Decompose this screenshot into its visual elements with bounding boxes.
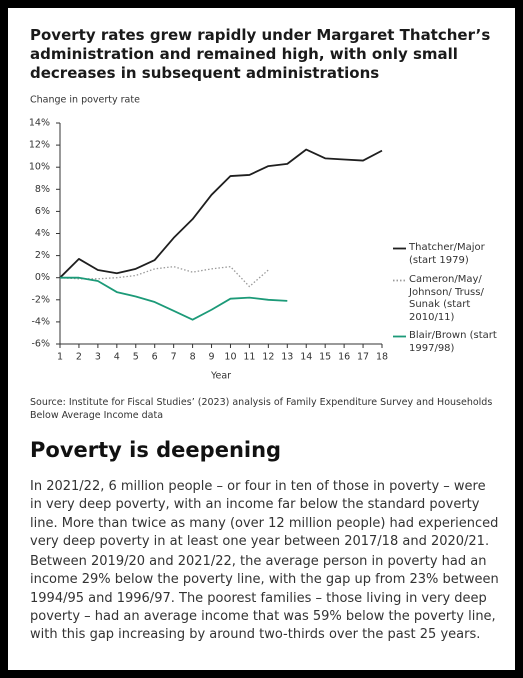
paragraph: Between 2019/20 and 2021/22, the average… (30, 554, 499, 643)
legend-swatch (393, 335, 406, 338)
legend-swatch (393, 279, 406, 282)
chart: Change in poverty rateYear14%12%10%8%6%4… (29, 95, 388, 382)
x-tick-label: 9 (209, 352, 215, 363)
x-tick-label: 12 (262, 352, 274, 363)
page: Poverty rates grew rapidly under Margare… (8, 8, 515, 670)
legend-label: Blair/Brown (start 1997/98) (409, 330, 497, 354)
x-tick-label: 11 (243, 352, 255, 363)
x-tick-label: 18 (376, 352, 388, 363)
x-tick-label: 10 (224, 352, 236, 363)
legend-item: Cameron/May/ Johnson/ Truss/ Sunak (star… (393, 274, 505, 324)
chart-title: Poverty rates grew rapidly under Margare… (30, 26, 491, 82)
y-tick-label: 14% (29, 118, 50, 129)
series-line (60, 276, 288, 321)
x-tick-label: 13 (281, 352, 293, 363)
x-axis-label: Year (210, 371, 231, 382)
x-tick-label: 16 (338, 352, 350, 363)
x-tick-label: 5 (133, 352, 139, 363)
series-line (59, 265, 269, 288)
y-tick-label: 10% (29, 162, 50, 173)
x-tick-label: 15 (319, 352, 331, 363)
y-axis-label: Change in poverty rate (30, 95, 140, 106)
x-tick-label: 4 (114, 352, 120, 363)
legend-label: Cameron/May/ Johnson/ Truss/ Sunak (star… (409, 274, 484, 323)
x-tick-label: 3 (95, 352, 101, 363)
x-tick-label: 8 (190, 352, 196, 363)
y-tick-label: 0% (35, 272, 50, 283)
x-tick-label: 14 (300, 352, 312, 363)
x-tick-label: 17 (357, 352, 369, 363)
x-tick-label: 2 (76, 352, 82, 363)
y-tick-label: 6% (35, 206, 50, 217)
series-line (59, 148, 383, 279)
y-tick-label: 4% (35, 228, 50, 239)
y-tick-label: -4% (32, 316, 51, 327)
x-tick-label: 1 (57, 352, 63, 363)
source: Source: Institute for Fiscal Studies’ (2… (30, 397, 493, 421)
legend-label: Thatcher/Major (start 1979) (409, 242, 485, 266)
x-tick-label: 7 (171, 352, 177, 363)
paragraph: In 2021/22, 6 million people – or four i… (30, 479, 499, 549)
y-tick-label: 12% (29, 140, 50, 151)
y-tick-label: -6% (32, 339, 51, 350)
legend-item: Thatcher/Major (start 1979) (393, 242, 505, 267)
legend-swatch (393, 247, 406, 250)
y-tick-label: -2% (32, 294, 51, 305)
legend-item: Blair/Brown (start 1997/98) (393, 330, 505, 355)
y-tick-label: 2% (35, 250, 50, 261)
heading: Poverty is deepening (30, 438, 282, 462)
x-tick-label: 6 (152, 352, 158, 363)
y-tick-label: 8% (35, 184, 50, 195)
